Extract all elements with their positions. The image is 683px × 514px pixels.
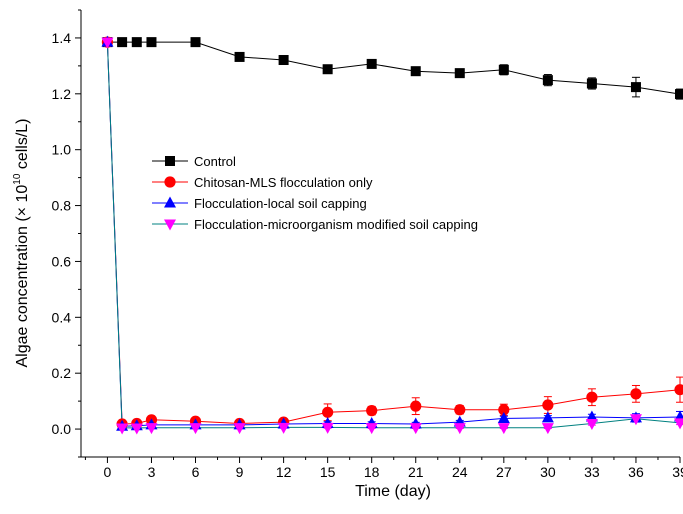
legend-marker: [164, 176, 176, 188]
data-point: [541, 411, 554, 423]
x-tick-label: 39: [672, 464, 683, 480]
x-tick-label: 15: [320, 464, 336, 480]
data-point: [146, 37, 157, 48]
legend-item: Flocculation-local soil capping: [152, 196, 367, 211]
x-tick-label: 6: [192, 464, 200, 480]
y-tick-label: 0.0: [52, 421, 72, 437]
data-point: [453, 423, 466, 435]
x-tick-label: 18: [364, 464, 380, 480]
data-point: [278, 55, 289, 66]
data-point: [586, 78, 597, 89]
data-point: [409, 423, 422, 435]
legend-item: Flocculation-microorganism modified soil…: [152, 217, 478, 232]
data-point: [145, 423, 158, 435]
data-point: [454, 404, 466, 416]
data-point: [101, 37, 114, 49]
data-point: [674, 418, 683, 430]
legend-item: Chitosan-MLS flocculation only: [152, 175, 373, 190]
data-point: [586, 391, 598, 403]
legend-label: Chitosan-MLS flocculation only: [194, 175, 373, 190]
y-axis-label-main: Algae concentration (× 10: [14, 185, 31, 368]
data-point: [498, 64, 509, 75]
data-point: [277, 422, 290, 434]
data-point: [498, 404, 510, 416]
data-point: [130, 423, 143, 435]
x-tick-label: 0: [104, 464, 112, 480]
legend-label: Flocculation-microorganism modified soil…: [194, 217, 478, 232]
series-line-1: [106, 42, 681, 425]
data-point: [321, 422, 334, 434]
data-point: [585, 418, 598, 430]
legend-item: Control: [152, 154, 236, 169]
x-tick-label: 12: [276, 464, 292, 480]
y-tick-label: 0.4: [52, 309, 72, 325]
data-point: [190, 37, 201, 48]
axes: 0369121518212427303336390.00.20.40.60.81…: [52, 9, 683, 480]
x-tick-label: 9: [236, 464, 244, 480]
data-point: [366, 405, 378, 417]
x-tick-label: 3: [148, 464, 156, 480]
series-line-2: [106, 42, 681, 427]
x-axis-label: Time (day): [355, 483, 431, 500]
legend-marker: [164, 196, 176, 208]
x-tick-label: 30: [540, 464, 556, 480]
data-point: [233, 423, 246, 435]
legend-marker: [164, 219, 176, 231]
data-point: [410, 66, 421, 77]
data-point: [542, 399, 554, 411]
data-point: [322, 64, 333, 75]
data-point: [131, 37, 142, 48]
y-tick-label: 1.4: [52, 30, 72, 46]
y-tick-label: 0.2: [52, 365, 72, 381]
y-tick-label: 0.6: [52, 253, 72, 269]
data-point: [322, 406, 334, 418]
x-tick-label: 36: [628, 464, 644, 480]
legend-label: Flocculation-local soil capping: [194, 196, 367, 211]
data-point: [674, 384, 683, 396]
data-point: [365, 423, 378, 435]
y-axis-label: Algae concentration (× 1010 cells/L): [12, 118, 31, 367]
legend-marker: [165, 156, 175, 166]
data-point: [497, 411, 510, 423]
data-point: [117, 37, 128, 48]
plot-content: [101, 35, 683, 435]
y-tick-label: 0.8: [52, 198, 72, 214]
data-point: [675, 89, 683, 100]
data-point: [454, 68, 465, 79]
data-point: [630, 388, 642, 400]
data-point: [234, 51, 245, 62]
data-point: [189, 423, 202, 435]
y-axis-label-unit: cells/L): [14, 118, 31, 173]
y-tick-label: 1.2: [52, 86, 72, 102]
y-tick-label: 1.0: [52, 142, 72, 158]
x-tick-label: 27: [496, 464, 512, 480]
data-point: [629, 414, 642, 426]
series-line-0: [107, 41, 681, 95]
data-point: [630, 82, 641, 93]
series-line-3: [106, 42, 681, 429]
data-point: [542, 75, 553, 86]
data-point: [366, 58, 377, 69]
data-point: [541, 423, 554, 435]
x-tick-label: 21: [408, 464, 424, 480]
x-tick-label: 33: [584, 464, 600, 480]
y-axis-label-exponent: 10: [12, 173, 23, 185]
data-point: [116, 423, 129, 435]
x-tick-label: 24: [452, 464, 468, 480]
data-point: [410, 400, 422, 412]
data-point: [497, 423, 510, 435]
legend-label: Control: [194, 154, 236, 169]
data-point: [585, 410, 598, 422]
legend: Control Chitosan-MLS flocculation only Flo…: [152, 154, 478, 232]
